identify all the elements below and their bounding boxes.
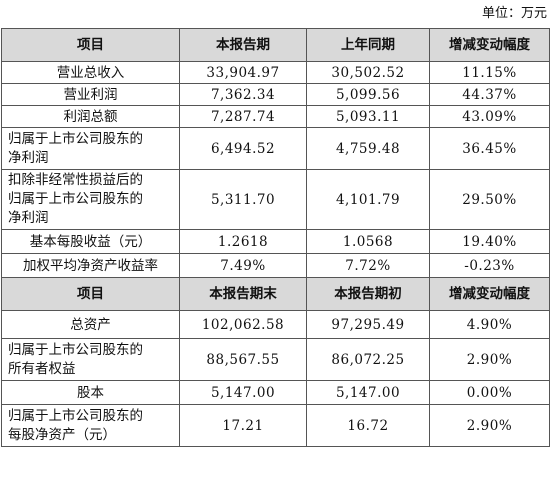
change-value: 43.09% (429, 105, 550, 128)
period-begin-value: 16.72 (306, 404, 430, 447)
period-end-value: 5,147.00 (179, 380, 307, 405)
row-label: 扣除非经常性损益后的 归属于上市公司股东的 净利润 (1, 169, 180, 230)
header-change: 增减变动幅度 (429, 28, 550, 62)
table-row: 营业利润 7,362.34 5,099.56 44.37% (1, 83, 550, 106)
row-label: 营业总收入 (1, 61, 180, 84)
header-current-period: 本报告期 (179, 28, 307, 62)
financial-summary-table: 项目 本报告期 上年同期 增减变动幅度 营业总收入 33,904.97 30,5… (1, 28, 550, 447)
header-change: 增减变动幅度 (429, 277, 550, 311)
period-begin-value: 97,295.49 (306, 310, 430, 339)
change-value: 19.40% (429, 229, 550, 254)
current-value: 7,287.74 (179, 105, 307, 128)
row-label: 加权平均净资产收益率 (1, 253, 180, 278)
current-value: 33,904.97 (179, 61, 307, 84)
prior-value: 5,099.56 (306, 83, 430, 106)
prior-value: 5,093.11 (306, 105, 430, 128)
row-label-line: 归属于上市公司股东的 (8, 130, 143, 147)
change-value: 4.90% (429, 310, 550, 339)
table-row: 股本 5,147.00 5,147.00 0.00% (1, 380, 550, 405)
table-row: 加权平均净资产收益率 7.49% 7.72% -0.23% (1, 253, 550, 278)
change-value: 2.90% (429, 338, 550, 381)
table-row: 归属于上市公司股东的 所有者权益 88,567.55 86,072.25 2.9… (1, 338, 550, 381)
row-label-line: 归属于上市公司股东的 (8, 191, 143, 207)
row-label: 归属于上市公司股东的 每股净资产（元） (1, 404, 180, 447)
row-label: 营业利润 (1, 83, 180, 106)
row-label-line: 归属于上市公司股东的 (8, 407, 143, 424)
change-value: 44.37% (429, 83, 550, 106)
row-label: 总资产 (1, 310, 180, 339)
change-value: -0.23% (429, 253, 550, 278)
row-label: 基本每股收益（元） (1, 229, 180, 254)
table-row: 利润总额 7,287.74 5,093.11 43.09% (1, 105, 550, 128)
row-label-line: 所有者权益 (8, 360, 76, 377)
row-label: 归属于上市公司股东的 净利润 (1, 127, 180, 170)
row-label-line: 净利润 (8, 149, 49, 166)
change-value: 36.45% (429, 127, 550, 170)
period-end-value: 102,062.58 (179, 310, 307, 339)
table-row: 扣除非经常性损益后的 归属于上市公司股东的 净利润 5,311.70 4,101… (1, 169, 550, 230)
table-header-row: 项目 本报告期末 本报告期初 增减变动幅度 (1, 277, 550, 311)
prior-value: 4,101.79 (306, 169, 430, 230)
current-value: 7,362.34 (179, 83, 307, 106)
header-period-begin: 本报告期初 (306, 277, 430, 311)
unit-label: 单位：万元 (481, 6, 547, 21)
header-prior-period: 上年同期 (306, 28, 430, 62)
prior-value: 30,502.52 (306, 61, 430, 84)
period-begin-value: 86,072.25 (306, 338, 430, 381)
row-label-line: 每股净资产（元） (8, 426, 116, 443)
current-value: 5,311.70 (179, 169, 307, 230)
period-end-value: 17.21 (179, 404, 307, 447)
change-value: 0.00% (429, 380, 550, 405)
table-row: 基本每股收益（元） 1.2618 1.0568 19.40% (1, 229, 550, 254)
row-label: 归属于上市公司股东的 所有者权益 (1, 338, 180, 381)
change-value: 29.50% (429, 169, 550, 230)
row-label-line: 扣除非经常性损益后的 (8, 172, 143, 188)
prior-value: 4,759.48 (306, 127, 430, 170)
row-label: 利润总额 (1, 105, 180, 128)
current-value: 6,494.52 (179, 127, 307, 170)
table-row: 总资产 102,062.58 97,295.49 4.90% (1, 310, 550, 339)
period-end-value: 88,567.55 (179, 338, 307, 381)
current-value: 7.49% (179, 253, 307, 278)
table-header-row: 项目 本报告期 上年同期 增减变动幅度 (1, 28, 550, 62)
table-row: 归属于上市公司股东的 每股净资产（元） 17.21 16.72 2.90% (1, 404, 550, 447)
table-row: 归属于上市公司股东的 净利润 6,494.52 4,759.48 36.45% (1, 127, 550, 170)
period-begin-value: 5,147.00 (306, 380, 430, 405)
prior-value: 1.0568 (306, 229, 430, 254)
header-item: 项目 (1, 28, 180, 62)
row-label-line: 归属于上市公司股东的 (8, 341, 143, 358)
header-item: 项目 (1, 277, 180, 311)
header-period-end: 本报告期末 (179, 277, 307, 311)
change-value: 2.90% (429, 404, 550, 447)
row-label: 股本 (1, 380, 180, 405)
row-label-line: 净利润 (8, 210, 49, 226)
current-value: 1.2618 (179, 229, 307, 254)
prior-value: 7.72% (306, 253, 430, 278)
change-value: 11.15% (429, 61, 550, 84)
table-row: 营业总收入 33,904.97 30,502.52 11.15% (1, 61, 550, 84)
